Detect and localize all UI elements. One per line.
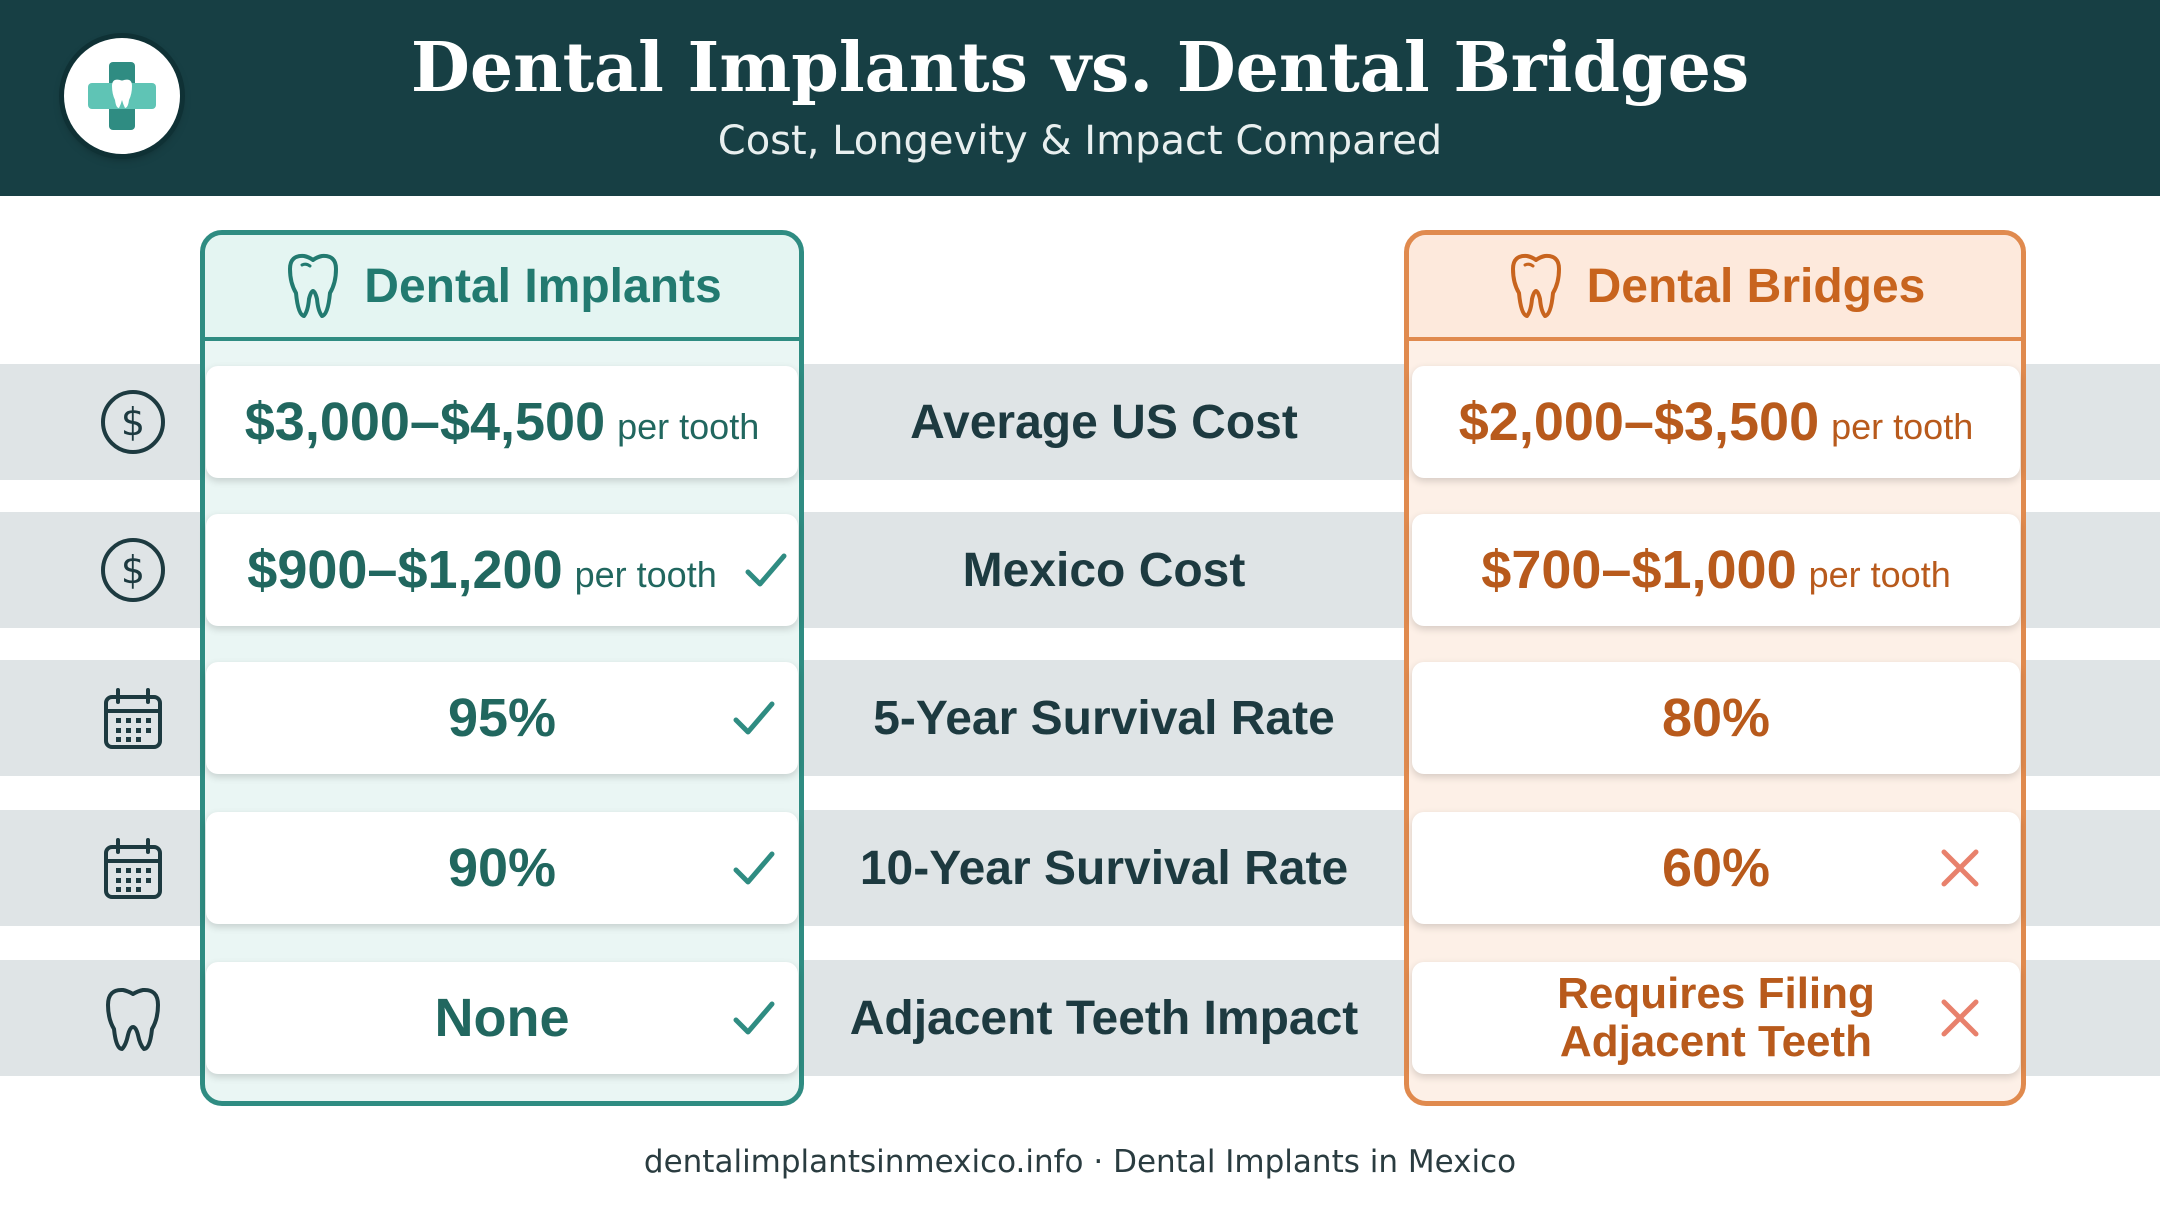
implants-adjacent-impact-cell: None (206, 962, 798, 1074)
check-icon (745, 553, 787, 587)
bridges-mexico-cost-unit: per tooth (1808, 554, 1951, 595)
metric-10yr-survival: 10-Year Survival Rate (859, 841, 1349, 895)
bridges-mexico-cost-value: $700–$1,000 (1481, 540, 1797, 600)
bridges-column-header: Dental Bridges (1409, 235, 2021, 341)
metric-adjacent-teeth-impact: Adjacent Teeth Impact (849, 991, 1359, 1045)
implants-mexico-cost-value: $900–$1,200 (247, 540, 563, 600)
tooth-icon (106, 987, 160, 1051)
bridges-adjacent-impact-cell: Requires Filing Adjacent Teeth (1412, 962, 2020, 1074)
implants-column-header: Dental Implants (205, 235, 799, 341)
bridges-us-cost-unit: per tooth (1831, 406, 1974, 447)
tooth-icon (288, 253, 339, 318)
bridges-adjacent-impact-line1: Requires Filing (1557, 969, 1875, 1018)
implants-mexico-cost-unit: per tooth (574, 554, 717, 595)
bridges-5yr-survival-value: 80% (1661, 688, 1771, 748)
tooth-icon (1510, 253, 1561, 318)
implants-5yr-survival-cell: 95% (206, 662, 798, 774)
bridges-mexico-cost-cell: $700–$1,000 per tooth (1412, 514, 2020, 626)
bridges-us-cost-cell: $2,000–$3,500 per tooth (1412, 366, 2020, 478)
check-icon (733, 1001, 775, 1035)
cross-icon (1941, 849, 1979, 887)
calendar-icon (104, 688, 162, 749)
implants-adjacent-impact-value: None (434, 988, 570, 1048)
metric-mexico-cost: Mexico Cost (962, 543, 1246, 597)
bridges-adjacent-impact-value: Requires Filing Adjacent Teeth (1557, 970, 1875, 1066)
bridges-adjacent-impact-line2: Adjacent Teeth (1559, 1017, 1873, 1066)
implants-10yr-survival-cell: 90% (206, 812, 798, 924)
footer-credit: dentalimplantsinmexico.info · Dental Imp… (643, 1144, 1517, 1180)
page-subtitle: Cost, Longevity & Impact Compared (717, 118, 1443, 164)
cross-icon (1941, 999, 1979, 1037)
calendar-icon (104, 838, 162, 899)
header-banner: Dental Implants vs. Dental Bridges Cost,… (0, 0, 2160, 196)
implants-10yr-survival-value: 90% (447, 838, 557, 898)
dollar-icon: $ (101, 538, 165, 602)
check-icon (733, 851, 775, 885)
logo (64, 38, 180, 154)
metric-5yr-survival: 5-Year Survival Rate (873, 691, 1335, 745)
check-icon (733, 701, 775, 735)
dollar-icon: $ (101, 390, 165, 454)
bridges-10yr-survival-value: 60% (1661, 838, 1771, 898)
implants-us-cost-cell: $3,000–$4,500 per tooth (206, 366, 798, 478)
page-title: Dental Implants vs. Dental Bridges (410, 28, 1750, 108)
bridges-10yr-survival-cell: 60% (1412, 812, 2020, 924)
bridges-column-title: Dental Bridges (1586, 259, 1926, 313)
metric-average-us-cost: Average US Cost (910, 395, 1298, 449)
svg-text:$: $ (121, 548, 145, 592)
implants-us-cost-unit: per tooth (617, 406, 760, 447)
tooth-cross-logo-icon (88, 62, 156, 130)
implants-mexico-cost-cell: $900–$1,200 per tooth (206, 514, 798, 626)
svg-text:$: $ (121, 400, 145, 444)
implants-5yr-survival-value: 95% (447, 688, 557, 748)
implants-column-title: Dental Implants (364, 259, 722, 313)
implants-us-cost-value: $3,000–$4,500 (244, 392, 606, 452)
bridges-5yr-survival-cell: 80% (1412, 662, 2020, 774)
bridges-us-cost-value: $2,000–$3,500 (1458, 392, 1820, 452)
